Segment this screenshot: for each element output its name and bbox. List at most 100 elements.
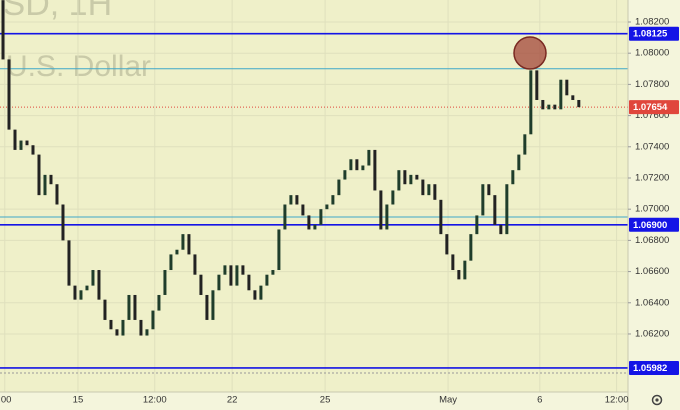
candle-body <box>241 265 245 275</box>
time-axis-background <box>0 392 628 410</box>
candle-body <box>337 179 341 196</box>
candle-body <box>325 204 329 210</box>
candle-body <box>31 145 35 155</box>
price-tag-label: 1.08125 <box>633 29 668 40</box>
candle-body <box>223 265 227 275</box>
candle-body <box>61 204 65 241</box>
candle-body <box>565 79 569 96</box>
candle-body <box>67 240 71 286</box>
candle-body <box>217 274 221 291</box>
candle-body <box>511 170 515 185</box>
candle-body <box>373 149 377 191</box>
price-tag <box>629 26 679 41</box>
y-tick-label: 1.06600 <box>635 266 669 277</box>
y-tick-label: 1.07400 <box>635 141 669 152</box>
candle-body <box>235 265 239 286</box>
y-tick-label: 1.07600 <box>635 110 669 121</box>
candle-body <box>577 99 581 108</box>
candle-body <box>427 184 431 196</box>
candle-body <box>343 170 347 180</box>
candle-body <box>109 319 113 330</box>
y-tick-label: 1.06200 <box>635 328 669 339</box>
grid <box>0 0 628 392</box>
candle-body <box>313 224 317 230</box>
candle-body <box>463 260 467 280</box>
candle-body <box>505 184 509 235</box>
candle-body <box>295 195 299 205</box>
candle-body <box>457 270 461 280</box>
candle-body <box>481 184 485 216</box>
candle-body <box>7 59 11 130</box>
candle-body <box>415 174 419 180</box>
candle-body <box>151 310 155 330</box>
watermark-subtitle: U.S. Dollar <box>6 50 151 83</box>
candle-body <box>469 234 473 261</box>
candle-body <box>439 199 443 235</box>
candle-body <box>1 0 5 60</box>
settings-icon[interactable] <box>651 394 663 406</box>
x-tick-label: 6 <box>537 395 542 406</box>
candle-body <box>181 234 185 250</box>
candle-body <box>175 249 179 255</box>
candle-body <box>55 184 59 205</box>
price-tag <box>629 217 679 232</box>
candle-body <box>139 319 143 336</box>
candle-body <box>529 70 533 135</box>
candle-body <box>553 104 557 110</box>
x-tick-label: May <box>439 395 457 406</box>
candle-body <box>73 285 77 300</box>
candle-body <box>547 104 551 110</box>
candle-body <box>301 204 305 216</box>
price-tag-label: 1.06900 <box>633 220 667 231</box>
y-tick-label: 1.07000 <box>635 204 669 215</box>
candle-body <box>331 195 335 205</box>
candle-body <box>229 265 233 286</box>
x-tick-label: 12:00 <box>605 395 629 406</box>
candle-body <box>475 215 479 235</box>
candle-body <box>535 70 539 100</box>
candle-body <box>199 274 203 295</box>
candle-body <box>103 299 107 320</box>
y-tick-label: 1.07800 <box>635 79 669 90</box>
candle-body <box>121 319 125 336</box>
y-tick-label: 1.08000 <box>635 48 669 59</box>
candle-body <box>349 159 353 171</box>
watermark-title: USD, 1H <box>0 0 112 23</box>
price-axis-background <box>628 0 680 410</box>
candle-body <box>277 229 281 271</box>
x-tick-label: 15 <box>73 395 84 406</box>
candle-body <box>247 274 251 291</box>
candle-body <box>283 204 287 230</box>
axes: 1.08200 1.08000 1.07800 1.07600 1.07400 1.072… <box>0 17 679 406</box>
candle-body <box>361 165 365 171</box>
candle-body <box>499 224 503 235</box>
price-tag <box>629 360 679 375</box>
candle-body <box>271 270 275 275</box>
candle-body <box>25 140 29 146</box>
candle-body <box>265 274 269 286</box>
x-tick-label: 25 <box>320 395 331 406</box>
candle-body <box>211 290 215 320</box>
y-tick-label: 1.07200 <box>635 172 669 183</box>
candle-body <box>571 95 575 100</box>
candle-body <box>43 174 47 196</box>
y-tick-label: 1.08200 <box>635 17 669 28</box>
candle-body <box>355 159 359 171</box>
candle-body <box>127 294 131 320</box>
candle-body <box>367 149 371 166</box>
candle-body <box>445 234 449 255</box>
candle-body <box>289 195 293 205</box>
candle-body <box>403 170 407 185</box>
candle-body <box>307 215 311 230</box>
highlight-circle <box>513 36 547 70</box>
candle-body <box>385 204 389 230</box>
candle-body <box>451 254 455 271</box>
candle-body <box>85 285 89 291</box>
candle-body <box>19 140 23 150</box>
candle-body <box>205 294 209 320</box>
candle-body <box>187 234 191 255</box>
price-tag <box>629 100 679 115</box>
y-tick-label: 1.06800 <box>635 235 669 246</box>
candle-body <box>409 174 413 185</box>
candle-body <box>421 179 425 196</box>
